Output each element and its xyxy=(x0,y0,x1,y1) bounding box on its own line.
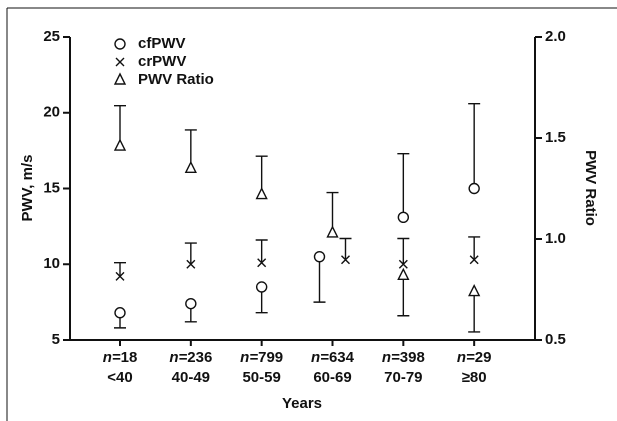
error-bar xyxy=(468,291,481,333)
n-label: n= xyxy=(169,349,187,366)
n-label: n= xyxy=(240,349,258,366)
y-tick-label: 25 xyxy=(43,28,60,45)
sample-size: n=18 xyxy=(103,349,138,366)
y-axis-label: PWV, m/s xyxy=(19,155,36,222)
y-tick-label: 10 xyxy=(43,255,60,272)
y-tick-label: 5 xyxy=(52,331,60,348)
error-bar xyxy=(468,102,481,189)
sample-size: n=29 xyxy=(457,349,492,366)
error-bar xyxy=(184,242,197,265)
triangle-marker xyxy=(468,283,481,297)
sample-size: n=398 xyxy=(382,349,425,366)
n-label: n= xyxy=(311,349,329,366)
x-marker xyxy=(341,255,350,265)
triangle-marker xyxy=(113,138,127,151)
n-label: n= xyxy=(382,349,400,366)
legend-label: PWV Ratio xyxy=(138,71,214,88)
triangle-marker xyxy=(255,186,268,200)
sample-size: n=634 xyxy=(311,349,355,366)
legend-label: cfPWV xyxy=(138,35,186,52)
triangle-marker xyxy=(113,72,127,85)
error-bar xyxy=(397,237,410,265)
triangle-marker xyxy=(397,267,410,281)
n-label: n= xyxy=(457,349,475,366)
n-label: n= xyxy=(103,349,121,366)
x-marker xyxy=(257,258,267,268)
x-tick-label: 50-59 xyxy=(242,369,280,386)
circle-marker xyxy=(114,38,126,50)
n-value: 29 xyxy=(475,349,492,366)
x-marker xyxy=(115,271,125,281)
circle-marker xyxy=(185,297,197,310)
circle-marker xyxy=(468,182,480,195)
error-bar xyxy=(255,239,268,263)
n-value: 236 xyxy=(187,349,212,366)
y-tick-label: 15 xyxy=(43,179,60,196)
n-value: 18 xyxy=(121,349,138,366)
y2-tick-label: 0.5 xyxy=(545,331,566,348)
x-tick-label: 40-49 xyxy=(172,369,210,386)
x-tick-label: ≥80 xyxy=(462,369,487,386)
n-value: 398 xyxy=(400,349,425,366)
triangle-marker xyxy=(326,225,339,238)
y-tick-label: 20 xyxy=(43,104,60,121)
error-bar xyxy=(397,152,410,218)
error-bar xyxy=(114,262,126,277)
x-axis-label: Years xyxy=(282,395,322,412)
n-value: 634 xyxy=(329,349,355,366)
x-marker xyxy=(398,259,408,269)
x-tick-label: <40 xyxy=(107,369,132,386)
error-bar xyxy=(339,237,352,260)
x-tick-label: 70-79 xyxy=(384,369,422,386)
circle-marker xyxy=(397,211,410,223)
circle-marker xyxy=(255,281,268,293)
n-value: 799 xyxy=(258,349,283,366)
error-bar xyxy=(313,256,326,303)
triangle-marker xyxy=(184,160,197,173)
x-marker xyxy=(115,57,125,67)
x-marker xyxy=(186,259,196,269)
y2-tick-label: 2.0 xyxy=(545,28,566,45)
circle-marker xyxy=(313,250,326,263)
y2-tick-label: 1.5 xyxy=(545,129,566,146)
y2-axis-label: PWV Ratio xyxy=(582,150,599,226)
circle-marker xyxy=(114,307,126,319)
y2-tick-label: 1.0 xyxy=(545,230,566,247)
error-bar xyxy=(468,236,481,260)
sample-size: n=799 xyxy=(240,349,283,366)
sample-size: n=236 xyxy=(169,349,212,366)
x-marker xyxy=(469,255,479,265)
legend-label: crPWV xyxy=(138,53,186,70)
x-tick-label: 60-69 xyxy=(313,369,351,386)
error-bar xyxy=(397,275,410,317)
